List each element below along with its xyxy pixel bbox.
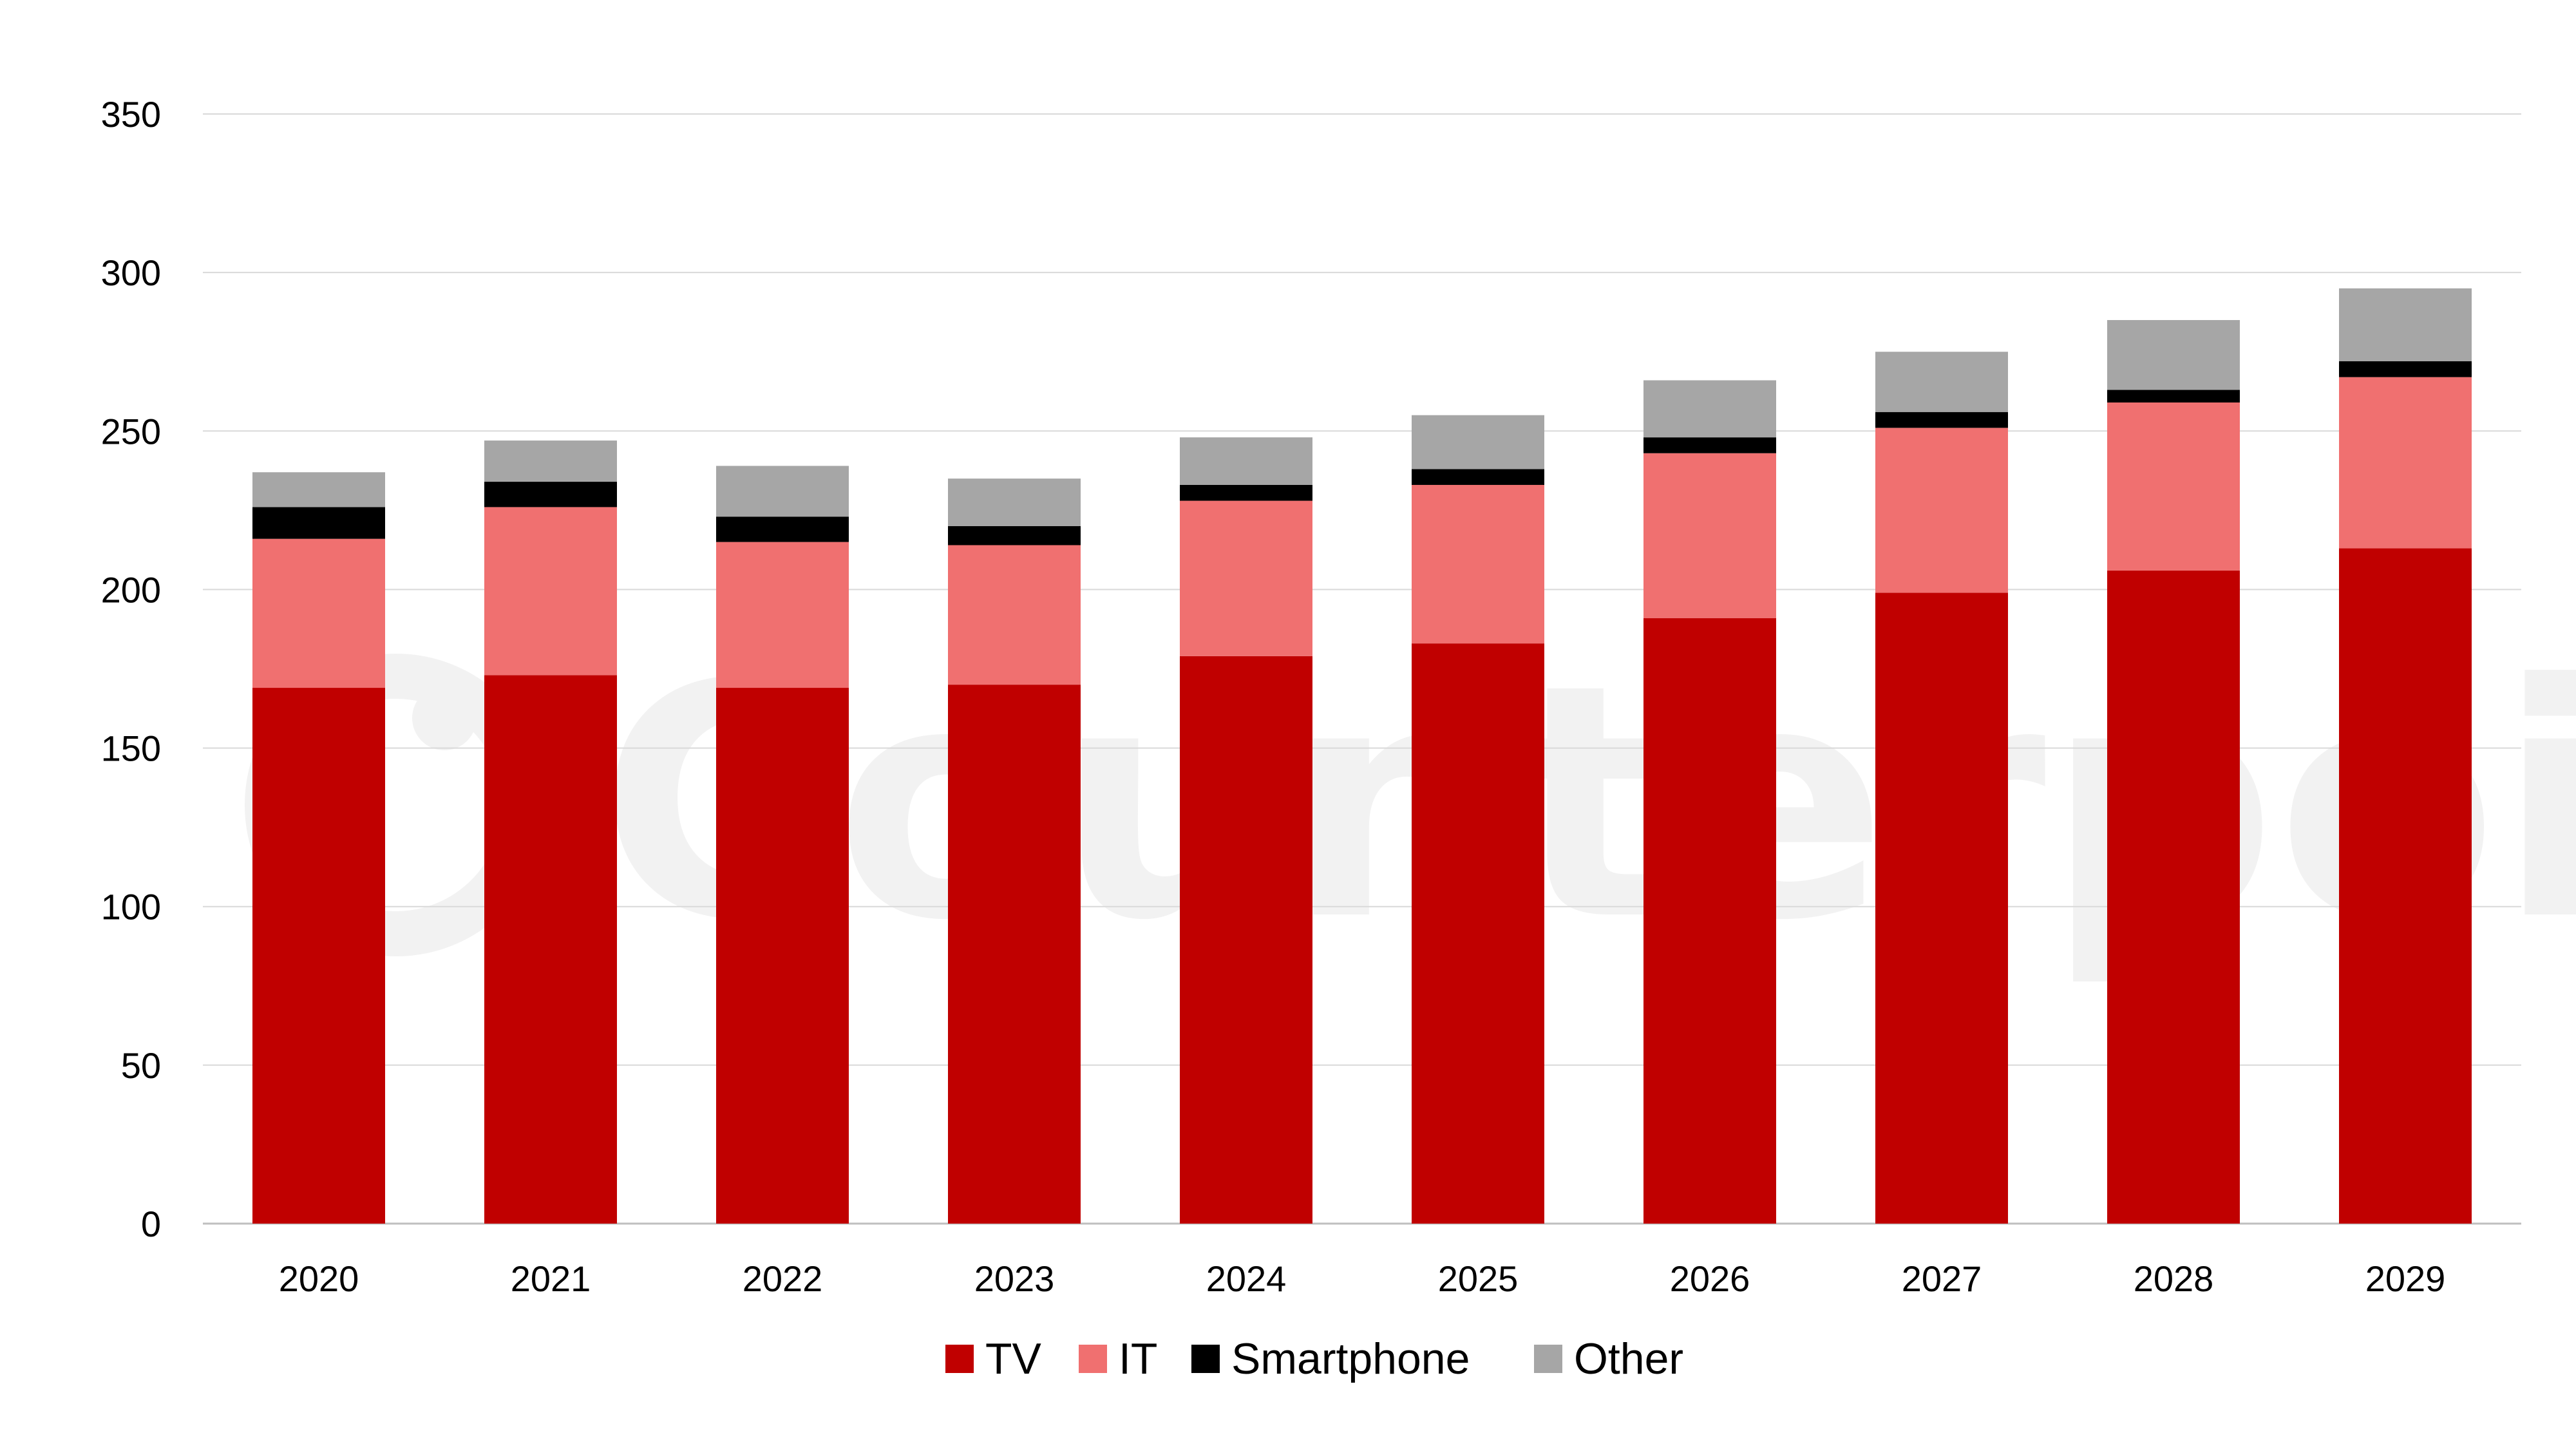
x-tick-label: 2025 bbox=[1438, 1258, 1519, 1299]
legend-swatch-other bbox=[1534, 1345, 1562, 1373]
legend-swatch-tv bbox=[945, 1345, 974, 1373]
bar-segment bbox=[716, 466, 849, 517]
bar-segment bbox=[1412, 643, 1544, 1224]
y-tick-label: 100 bbox=[101, 887, 161, 927]
bar-segment bbox=[2339, 548, 2472, 1224]
bar-segment bbox=[2107, 390, 2240, 402]
bar-segment bbox=[1412, 484, 1544, 644]
bar-segment bbox=[252, 688, 385, 1224]
bar-segment bbox=[2107, 570, 2240, 1224]
bar-segment bbox=[2107, 319, 2240, 390]
bar-segment bbox=[2339, 361, 2472, 377]
x-tick-label: 2027 bbox=[1902, 1258, 1982, 1299]
bar-segment bbox=[2339, 377, 2472, 549]
bar-segment bbox=[948, 685, 1081, 1224]
bar-segment bbox=[1643, 618, 1776, 1224]
bar-segment bbox=[1643, 453, 1776, 618]
x-tick-label: 2021 bbox=[511, 1258, 591, 1299]
bar-segment bbox=[716, 542, 849, 688]
bar-segment bbox=[1875, 592, 2008, 1224]
x-tick-label: 2022 bbox=[743, 1258, 823, 1299]
y-tick-label: 150 bbox=[101, 728, 161, 769]
x-tick-label: 2020 bbox=[279, 1258, 359, 1299]
bar-segment bbox=[716, 516, 849, 542]
legend-label-smartphone: Smartphone bbox=[1231, 1334, 1470, 1383]
bar-segment bbox=[1875, 428, 2008, 593]
legend: TV IT Smartphone Other bbox=[945, 1334, 1683, 1383]
x-tick-label: 2023 bbox=[974, 1258, 1055, 1299]
y-tick-label: 250 bbox=[101, 411, 161, 451]
x-tick-label: 2028 bbox=[2134, 1258, 2214, 1299]
bar-segment bbox=[1643, 437, 1776, 453]
watermark: Counterpoint bbox=[245, 616, 2576, 990]
legend-label-it: IT bbox=[1119, 1334, 1157, 1383]
bar-segment bbox=[716, 688, 849, 1224]
legend-label-other: Other bbox=[1574, 1334, 1683, 1383]
legend-swatch-it bbox=[1079, 1345, 1107, 1373]
watermark-logo-dot-icon bbox=[412, 686, 477, 750]
bar-segment bbox=[1180, 500, 1312, 656]
legend-label-tv: TV bbox=[985, 1334, 1042, 1383]
bar-segment bbox=[2339, 288, 2472, 361]
bar-segment bbox=[484, 440, 617, 482]
bar-segment bbox=[1643, 380, 1776, 438]
x-tick-label: 2029 bbox=[2365, 1258, 2446, 1299]
x-tick-label: 2024 bbox=[1206, 1258, 1287, 1299]
bar-segment bbox=[484, 482, 617, 507]
y-tick-label: 0 bbox=[141, 1204, 161, 1244]
bar-segment bbox=[2107, 402, 2240, 571]
bar-segment bbox=[252, 507, 385, 539]
bar-segment bbox=[948, 526, 1081, 545]
bar-segment bbox=[484, 675, 617, 1224]
bar-segment bbox=[1180, 484, 1312, 501]
bar-segment bbox=[1180, 656, 1312, 1224]
bar-segment bbox=[1875, 412, 2008, 428]
y-tick-label: 50 bbox=[121, 1045, 161, 1086]
axes: 0 50 100 150 200 250 300 350 2020 2021 2022 2023 202… bbox=[101, 94, 2446, 1299]
watermark-text: Counterpoint bbox=[599, 616, 2576, 990]
y-tick-label: 200 bbox=[101, 569, 161, 610]
y-tick-label: 350 bbox=[101, 94, 161, 135]
bar-segment bbox=[252, 472, 385, 507]
bar-segment bbox=[1412, 415, 1544, 469]
bar-segment bbox=[252, 538, 385, 688]
bars bbox=[252, 288, 2472, 1224]
bar-segment bbox=[1180, 437, 1312, 485]
bar-segment bbox=[948, 545, 1081, 685]
x-tick-label: 2026 bbox=[1670, 1258, 1750, 1299]
legend-swatch-smartphone bbox=[1191, 1345, 1220, 1373]
y-tick-label: 300 bbox=[101, 252, 161, 293]
bar-segment bbox=[948, 478, 1081, 526]
bar-segment bbox=[484, 507, 617, 676]
bar-segment bbox=[1875, 352, 2008, 412]
bar-segment bbox=[1412, 469, 1544, 485]
